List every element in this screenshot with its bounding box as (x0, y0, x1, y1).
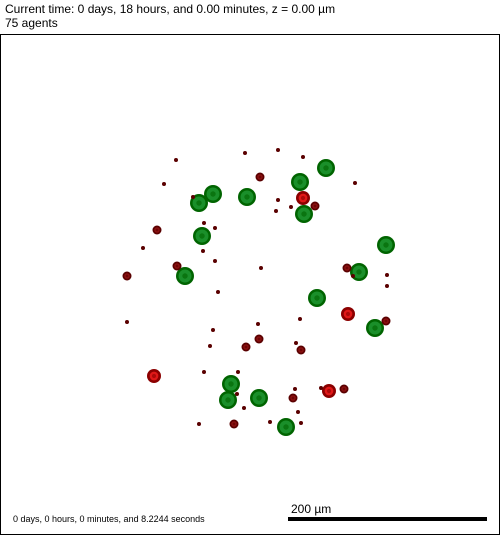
agent-red (147, 369, 161, 383)
agent-dark (172, 261, 182, 271)
agent-green (190, 194, 208, 212)
agent-dot (256, 322, 260, 326)
agent-red (322, 384, 336, 398)
agent-green (366, 319, 384, 337)
agent-dark (288, 393, 298, 403)
agent-dot (197, 422, 201, 426)
agent-dot (162, 182, 166, 186)
agent-dot (353, 181, 357, 185)
agent-dot (299, 421, 303, 425)
agent-dark (241, 342, 251, 352)
agent-dark (152, 225, 162, 235)
agent-dot (201, 249, 205, 253)
agent-dot (211, 328, 215, 332)
current-time-label: Current time: 0 days, 18 hours, and 0.00… (5, 2, 336, 16)
agent-dot (296, 410, 300, 414)
agent-dot (213, 226, 217, 230)
agent-dot (268, 420, 272, 424)
agent-green (204, 185, 222, 203)
agent-dot (216, 290, 220, 294)
agent-dot (191, 195, 195, 199)
agent-dot (385, 273, 389, 277)
agent-dark (339, 384, 349, 394)
agent-dot (125, 320, 129, 324)
agent-dot (274, 209, 278, 213)
agent-dot (213, 259, 217, 263)
agent-dot (301, 155, 305, 159)
scale-bar (288, 517, 487, 521)
agent-dark (254, 334, 264, 344)
agent-dark (342, 263, 352, 273)
agent-green (193, 227, 211, 245)
agent-dark (122, 271, 132, 281)
agent-dot (276, 198, 280, 202)
agent-dark (381, 316, 391, 326)
agent-dot (208, 344, 212, 348)
agent-red (296, 191, 310, 205)
agent-dot (293, 387, 297, 391)
agent-dot (202, 221, 206, 225)
elapsed-time-label: 0 days, 0 hours, 0 minutes, and 8.2244 s… (13, 514, 205, 524)
agent-dot (259, 266, 263, 270)
agent-red (341, 307, 355, 321)
agent-dot (385, 284, 389, 288)
agent-count-label: 75 agents (5, 16, 58, 30)
agent-green (350, 263, 368, 281)
agent-dark (296, 345, 306, 355)
agent-green (219, 391, 237, 409)
agent-dark (229, 419, 239, 429)
agent-dot (243, 151, 247, 155)
agent-dot (174, 158, 178, 162)
agent-green (176, 267, 194, 285)
agent-dot (276, 148, 280, 152)
agent-dark (255, 172, 265, 182)
scale-bar-label: 200 µm (291, 502, 332, 516)
agent-dot (235, 392, 239, 396)
agent-green (291, 173, 309, 191)
agent-dot (236, 370, 240, 374)
agent-dark (310, 201, 320, 211)
agent-green (377, 236, 395, 254)
agent-green (295, 205, 313, 223)
agent-dot (202, 370, 206, 374)
agent-green (308, 289, 326, 307)
agent-dot (289, 205, 293, 209)
agent-dot (294, 341, 298, 345)
status-header: Current time: 0 days, 18 hours, and 0.00… (5, 2, 335, 30)
agent-green (222, 375, 240, 393)
agent-dot (141, 246, 145, 250)
agent-dot (319, 386, 323, 390)
agent-dot (298, 317, 302, 321)
agent-green (317, 159, 335, 177)
agent-green (238, 188, 256, 206)
agent-green (250, 389, 268, 407)
agent-dot (351, 274, 355, 278)
agent-green (277, 418, 295, 436)
agent-dot (242, 406, 246, 410)
